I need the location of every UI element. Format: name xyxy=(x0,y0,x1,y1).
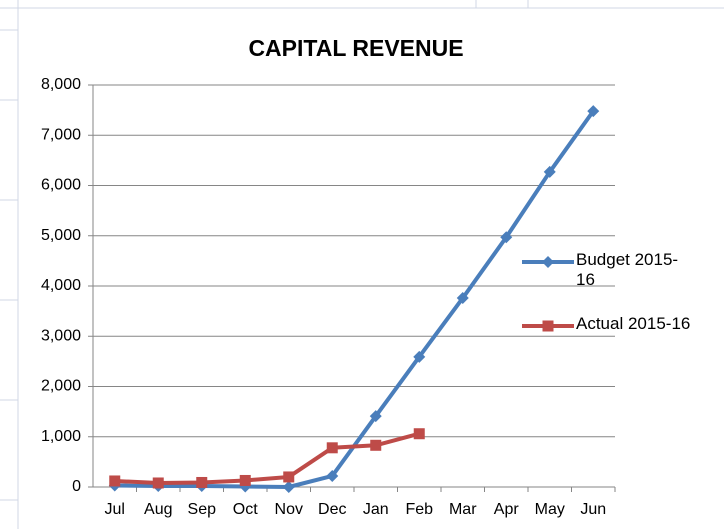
marker xyxy=(413,350,426,363)
y-tick-label: 2,000 xyxy=(41,378,81,395)
series-line xyxy=(114,109,595,489)
legend-marker xyxy=(542,320,554,332)
y-tick-label: 4,000 xyxy=(41,277,81,294)
marker xyxy=(370,439,382,451)
legend-item xyxy=(522,256,574,268)
marker xyxy=(109,475,121,487)
legend-marker xyxy=(542,256,554,268)
marker xyxy=(196,476,208,488)
y-tick-label: 5,000 xyxy=(41,227,81,244)
x-tick-label: Nov xyxy=(275,501,303,518)
chart-title: CAPITAL REVENUE xyxy=(248,35,463,61)
y-tick-label: 6,000 xyxy=(41,177,81,194)
legend-label: Budget 2015-16 xyxy=(576,250,679,289)
marker xyxy=(239,474,251,486)
x-tick-label: Aug xyxy=(144,501,172,518)
x-tick-label: Dec xyxy=(318,501,346,518)
legend-item xyxy=(522,320,574,332)
legend-label: Actual 2015-16 xyxy=(576,314,691,333)
x-tick-label: Sep xyxy=(188,501,217,518)
y-tick-label: 1,000 xyxy=(41,428,81,445)
marker xyxy=(326,469,339,482)
marker xyxy=(500,231,513,244)
marker xyxy=(413,428,425,440)
x-tick-label: May xyxy=(535,501,565,518)
series-line xyxy=(114,431,420,485)
x-tick-label: Apr xyxy=(494,501,520,518)
marker xyxy=(456,292,469,305)
x-tick-label: Jul xyxy=(105,501,125,518)
marker xyxy=(326,442,338,454)
x-tick-label: Jan xyxy=(363,501,389,518)
x-tick-label: Oct xyxy=(233,501,258,518)
y-tick-label: 8,000 xyxy=(41,76,81,93)
x-tick-label: Feb xyxy=(405,501,433,518)
x-tick-label: Mar xyxy=(449,501,477,518)
marker xyxy=(282,481,295,493)
y-tick-label: 7,000 xyxy=(41,126,81,143)
marker xyxy=(543,165,556,178)
marker xyxy=(152,477,164,489)
marker xyxy=(283,471,295,483)
y-tick-label: 0 xyxy=(72,478,81,495)
marker xyxy=(369,410,382,423)
x-tick-label: Jun xyxy=(580,501,606,518)
y-tick-label: 3,000 xyxy=(41,327,81,344)
marker xyxy=(587,105,600,118)
